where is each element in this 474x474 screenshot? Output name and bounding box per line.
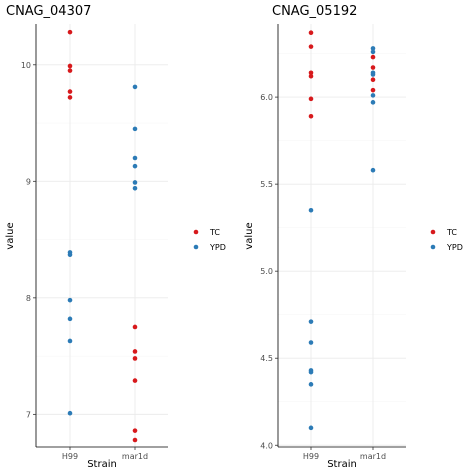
y-axis-label: value [244, 222, 255, 249]
data-point-ypd [67, 316, 73, 322]
y-tick-label: 9 [26, 177, 31, 186]
chart-title: CNAG_04307 [6, 4, 91, 19]
data-point-tc [132, 324, 138, 330]
legend: TC YPD [430, 228, 463, 252]
y-axis-ticks: 7 8 9 10 [21, 61, 36, 419]
data-point-ypd [308, 207, 314, 213]
legend: TC YPD [193, 228, 226, 252]
data-point-ypd [370, 46, 376, 51]
data-point-ypd [308, 369, 314, 375]
y-tick-label: 4.5 [260, 354, 273, 363]
y-tick-label: 5.5 [260, 180, 273, 189]
data-point-ypd [132, 126, 138, 132]
data-point-tc [132, 428, 138, 433]
chart-title: CNAG_05192 [272, 4, 357, 19]
data-point-tc [67, 89, 73, 94]
plot-background [36, 24, 168, 447]
data-point-ypd [67, 338, 73, 344]
data-point-tc [308, 44, 314, 49]
data-point-tc [132, 356, 138, 361]
data-point-tc [370, 54, 376, 60]
x-axis-ticks: H99 mar1d [303, 447, 386, 461]
legend-label: TC [209, 228, 220, 237]
data-point-ypd [67, 410, 73, 416]
data-points [308, 30, 376, 431]
data-point-ypd [132, 180, 138, 185]
x-axis-label: Strain [327, 459, 357, 470]
data-point-ypd [370, 49, 376, 55]
data-point-tc [370, 65, 376, 70]
data-point-tc [67, 68, 73, 73]
data-point-ypd [132, 163, 138, 169]
data-point-tc [67, 63, 73, 69]
data-point-tc [370, 87, 376, 93]
chart-panel-cnag-04307: CNAG_04307 7 8 9 10 H99 mar1d Strain value T… [5, 4, 226, 470]
x-tick-label: mar1d [360, 452, 386, 461]
plot-background [278, 24, 406, 447]
data-point-ypd [132, 155, 138, 161]
data-point-ypd [132, 186, 138, 191]
data-points [67, 29, 138, 443]
data-point-tc [370, 77, 376, 83]
data-point-ypd [370, 100, 376, 105]
data-point-tc [132, 378, 138, 383]
y-tick-label: 8 [26, 294, 31, 303]
grid-lines [278, 24, 406, 447]
x-axis-ticks: H99 mar1d [62, 447, 148, 461]
data-point-ypd [132, 84, 138, 90]
y-tick-label: 6.0 [260, 93, 273, 102]
data-point-ypd [370, 93, 376, 98]
x-tick-label: mar1d [122, 452, 148, 461]
data-point-tc [308, 70, 314, 76]
data-point-ypd [370, 72, 376, 77]
x-tick-label: H99 [303, 452, 319, 461]
data-point-tc [132, 437, 138, 443]
y-tick-label: 4.0 [260, 441, 273, 450]
legend-label: TC [446, 228, 457, 237]
data-point-ypd [67, 252, 73, 258]
data-point-ypd [370, 167, 376, 173]
data-point-ypd [308, 319, 314, 324]
data-point-ypd [67, 297, 73, 303]
y-tick-label: 10 [21, 61, 31, 70]
x-tick-label: H99 [62, 452, 78, 461]
legend-key-tc [430, 229, 436, 235]
data-point-tc [67, 29, 73, 35]
legend-key-ypd [193, 244, 199, 250]
grid-lines [36, 24, 168, 447]
y-axis-ticks: 4.0 4.5 5.0 5.5 6.0 [260, 93, 278, 450]
data-point-ypd [308, 425, 314, 431]
data-point-tc [308, 73, 314, 79]
data-point-ypd [308, 340, 314, 345]
data-point-tc [308, 96, 314, 102]
legend-label: YPD [446, 243, 463, 252]
legend-label: YPD [209, 243, 226, 252]
legend-key-ypd [430, 244, 436, 250]
y-tick-label: 7 [26, 410, 31, 419]
data-point-tc [67, 95, 73, 100]
data-point-tc [308, 113, 314, 119]
data-point-tc [308, 30, 314, 36]
x-axis-label: Strain [87, 459, 117, 470]
data-point-tc [132, 349, 138, 354]
data-point-ypd [308, 382, 314, 387]
legend-key-tc [193, 229, 199, 235]
y-axis-label: value [5, 222, 16, 249]
chart-panel-cnag-05192: CNAG_05192 4.0 4.5 5.0 5.5 6.0 H99 mar1d Stra… [244, 4, 463, 470]
y-tick-label: 5.0 [260, 267, 273, 276]
